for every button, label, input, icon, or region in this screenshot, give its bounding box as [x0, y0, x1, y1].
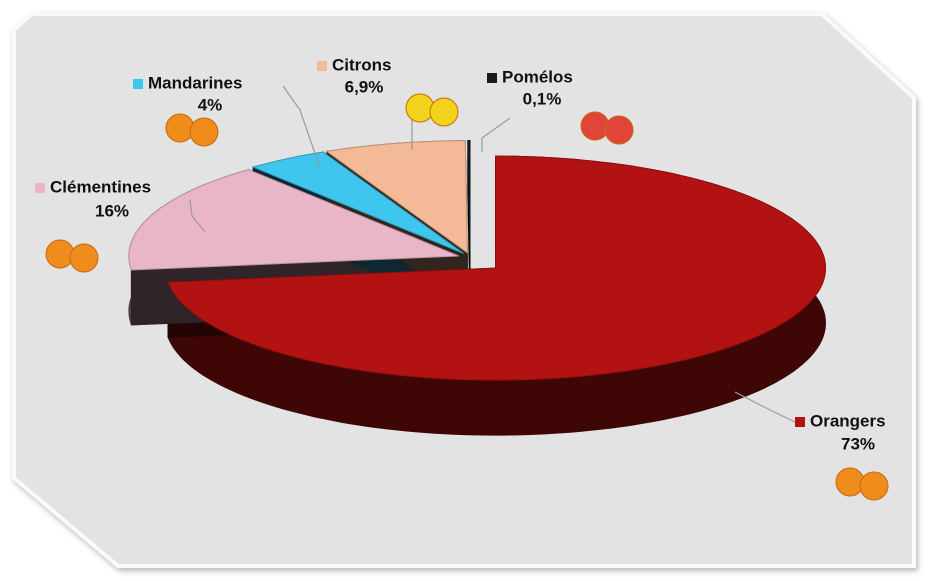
value-label: 6,9% — [345, 77, 384, 96]
category-label: Clémentines — [50, 177, 151, 196]
leader-line — [481, 117, 511, 152]
leader-line — [734, 391, 796, 423]
fruit-icon — [165, 113, 195, 143]
pie-slice — [325, 140, 468, 254]
legend-marker — [487, 73, 497, 83]
fruit-icon — [859, 471, 889, 501]
fruit-icon — [835, 467, 865, 497]
category-label: Orangers — [810, 411, 886, 430]
value-label: 4% — [198, 95, 223, 114]
fruit-icon — [604, 115, 634, 145]
leader-line — [189, 199, 206, 233]
fruit-icon — [69, 243, 99, 273]
pie-slice — [251, 151, 464, 254]
legend-marker — [795, 417, 805, 427]
fruit-icon — [429, 97, 459, 127]
category-label: Mandarines — [148, 73, 242, 92]
legend-marker — [35, 183, 45, 193]
fruit-icon — [405, 93, 435, 123]
pie-slice — [467, 140, 471, 253]
category-label: Pomélos — [502, 67, 573, 86]
pie-slice — [128, 169, 460, 271]
pie-tops — [128, 140, 827, 381]
fruit-icon — [45, 239, 75, 269]
value-label: 16% — [95, 201, 129, 220]
labels: Orangers 73% Clémentines 16% Mandarines 4% Cit… — [35, 55, 889, 501]
leader-line — [282, 85, 321, 169]
value-label: 0,1% — [523, 89, 562, 108]
pie-slice — [167, 155, 827, 381]
category-label: Citrons — [332, 55, 392, 74]
fruit-icon — [189, 117, 219, 147]
legend-marker — [317, 61, 327, 71]
value-label: 73% — [841, 434, 875, 453]
legend-marker — [133, 79, 143, 89]
fruit-icon — [580, 111, 610, 141]
